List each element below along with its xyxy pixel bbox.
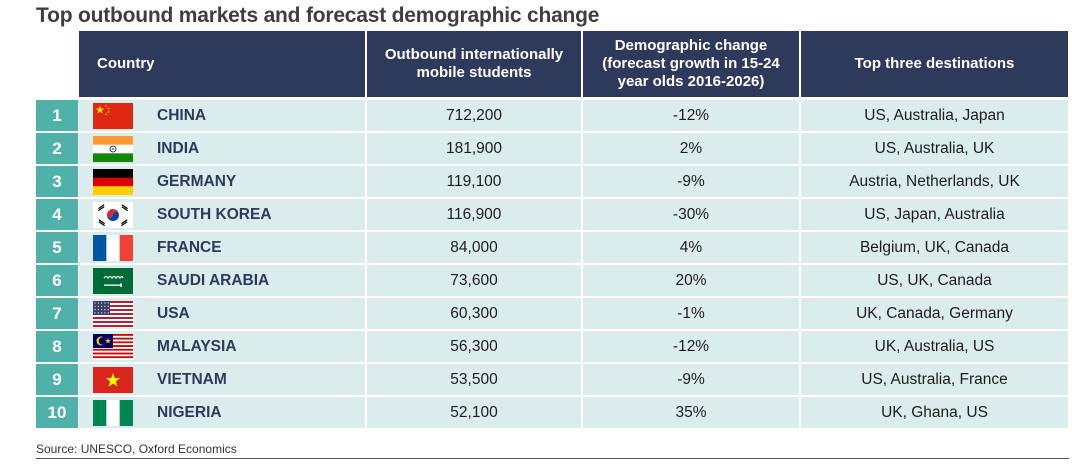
destinations-cell: Belgium, UK, Canada <box>801 232 1068 263</box>
saudi-arabia-flag-icon <box>93 267 133 294</box>
demographic-change-cell: -12% <box>583 331 799 362</box>
demographic-change-cell: -9% <box>583 166 799 197</box>
rank-cell: 6 <box>36 265 78 296</box>
destinations-cell: UK, Canada, Germany <box>801 298 1068 329</box>
south-korea-flag-icon <box>93 201 133 228</box>
country-name: USA <box>157 304 190 322</box>
header-demographic: Demographic change (forecast growth in 1… <box>583 31 799 97</box>
country-name: FRANCE <box>157 238 222 256</box>
outbound-cell: 73,600 <box>367 265 581 296</box>
country-name: GERMANY <box>157 172 237 190</box>
demographic-change-cell: 35% <box>583 397 799 428</box>
country-name: MALAYSIA <box>157 337 237 355</box>
outbound-cell: 84,000 <box>367 232 581 263</box>
header-outbound: Outbound internationally mobile students <box>367 31 581 97</box>
france-flag-icon <box>93 234 133 261</box>
country-cell: GERMANY <box>79 166 365 197</box>
page-title: Top outbound markets and forecast demogr… <box>36 4 600 27</box>
rank-cell: 5 <box>36 232 78 263</box>
header-destinations-label: Top three destinations <box>854 55 1015 72</box>
country-cell: FRANCE <box>79 232 365 263</box>
rank-cell: 3 <box>36 166 78 197</box>
header-country: Country <box>79 31 365 97</box>
destinations-cell: US, Australia, Japan <box>801 100 1068 131</box>
outbound-cell: 712,200 <box>367 100 581 131</box>
rank-cell: 8 <box>36 331 78 362</box>
header-country-label: Country <box>97 55 155 72</box>
destinations-cell: US, Australia, UK <box>801 133 1068 164</box>
usa-flag-icon <box>93 300 133 327</box>
rank-cell: 10 <box>36 397 78 428</box>
country-cell: NIGERIA <box>79 397 365 428</box>
outbound-cell: 60,300 <box>367 298 581 329</box>
destinations-cell: US, Australia, France <box>801 364 1068 395</box>
destinations-cell: Austria, Netherlands, UK <box>801 166 1068 197</box>
nigeria-flag-icon <box>93 399 133 426</box>
country-name: NIGERIA <box>157 403 222 421</box>
rank-cell: 2 <box>36 133 78 164</box>
rank-cell: 9 <box>36 364 78 395</box>
outbound-cell: 56,300 <box>367 331 581 362</box>
country-cell: CHINA <box>79 100 365 131</box>
demographic-change-cell: -12% <box>583 100 799 131</box>
malaysia-flag-icon <box>93 333 133 360</box>
country-name: CHINA <box>157 106 207 124</box>
india-flag-icon <box>93 135 133 162</box>
country-name: INDIA <box>157 139 200 157</box>
rank-cell: 4 <box>36 199 78 230</box>
country-name: VIETNAM <box>157 370 227 388</box>
demographic-change-cell: -9% <box>583 364 799 395</box>
rank-cell: 7 <box>36 298 78 329</box>
destinations-cell: US, UK, Canada <box>801 265 1068 296</box>
country-cell: VIETNAM <box>79 364 365 395</box>
header-destinations: Top three destinations <box>801 31 1068 97</box>
outbound-cell: 52,100 <box>367 397 581 428</box>
rank-cell: 1 <box>36 100 78 131</box>
demographic-change-cell: -30% <box>583 199 799 230</box>
country-cell: USA <box>79 298 365 329</box>
source-note: Source: UNESCO, Oxford Economics <box>36 442 237 456</box>
destinations-cell: UK, Australia, US <box>801 331 1068 362</box>
germany-flag-icon <box>93 168 133 195</box>
demographic-change-cell: 2% <box>583 133 799 164</box>
demographic-change-cell: 4% <box>583 232 799 263</box>
outbound-cell: 119,100 <box>367 166 581 197</box>
country-cell: SAUDI ARABIA <box>79 265 365 296</box>
header-demographic-label: Demographic change (forecast growth in 1… <box>602 37 780 90</box>
outbound-cell: 53,500 <box>367 364 581 395</box>
demographic-change-cell: -1% <box>583 298 799 329</box>
country-cell: MALAYSIA <box>79 331 365 362</box>
country-name: SAUDI ARABIA <box>157 271 270 289</box>
vietnam-flag-icon <box>93 366 133 393</box>
outbound-cell: 181,900 <box>367 133 581 164</box>
country-name: SOUTH KOREA <box>157 205 272 223</box>
destinations-cell: US, Japan, Australia <box>801 199 1068 230</box>
demographic-change-cell: 20% <box>583 265 799 296</box>
destinations-cell: UK, Ghana, US <box>801 397 1068 428</box>
header-outbound-label: Outbound internationally mobile students <box>384 46 564 81</box>
outbound-cell: 116,900 <box>367 199 581 230</box>
footer-rule <box>36 458 1069 459</box>
china-flag-icon <box>93 102 133 129</box>
country-cell: SOUTH KOREA <box>79 199 365 230</box>
country-cell: INDIA <box>79 133 365 164</box>
